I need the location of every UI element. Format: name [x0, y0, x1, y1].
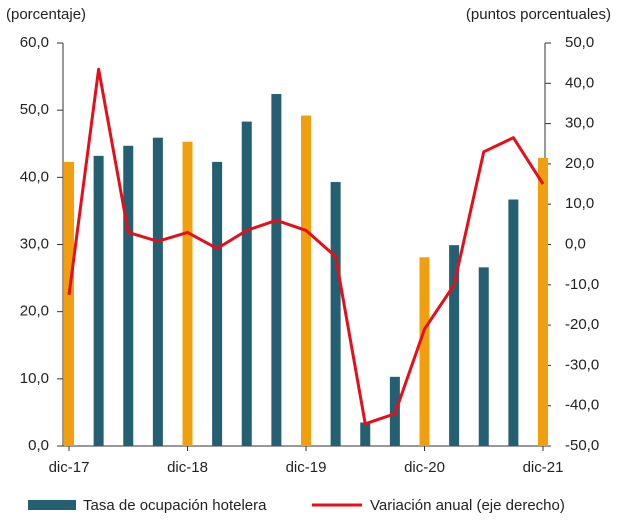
bar	[64, 161, 74, 446]
line	[67, 67, 545, 426]
y-tick-label: 40,0	[20, 168, 49, 185]
bar	[212, 161, 223, 446]
bar	[449, 245, 460, 446]
y2-tick-label: -10,0	[565, 276, 599, 293]
y2-tick-label: 50,0	[565, 34, 594, 51]
x-tick-label: dic-19	[286, 459, 327, 476]
y-tick-label: 60,0	[20, 34, 49, 51]
y2-tick-label: 0,0	[565, 235, 586, 252]
bar	[419, 257, 430, 446]
bar	[182, 141, 193, 447]
legend-label: Tasa de ocupación hotelera	[83, 497, 267, 514]
x-tick-label: dic-20	[404, 459, 445, 476]
y2-tick-label: 40,0	[565, 74, 594, 91]
bar	[152, 137, 163, 446]
y2-tick-label: 10,0	[565, 195, 594, 212]
y-tick-label: 50,0	[20, 101, 49, 118]
legend-label: Variación anual (eje derecho)	[370, 497, 565, 514]
y2-tick-label: 20,0	[565, 155, 594, 172]
y-tick-label: 30,0	[20, 235, 49, 252]
legend-swatch	[28, 500, 76, 510]
bar	[271, 94, 282, 447]
y2-axis-title: (puntos porcentuales)	[466, 6, 611, 23]
bar	[241, 121, 252, 447]
y2-tick-label: -40,0	[565, 397, 599, 414]
y2-tick-label: 30,0	[565, 115, 594, 132]
y2-tick-label: -30,0	[565, 356, 599, 373]
y-tick-label: 0,0	[28, 437, 49, 454]
bar	[508, 199, 519, 446]
bar	[301, 115, 311, 446]
bar	[360, 422, 371, 446]
bar	[123, 145, 134, 446]
x-tick-label: dic-17	[49, 459, 90, 476]
y-axis-title: (porcentaje)	[6, 6, 86, 23]
x-tick-label: dic-21	[523, 459, 564, 476]
y-tick-label: 20,0	[20, 303, 49, 320]
x-tick-label: dic-18	[167, 459, 208, 476]
bar	[330, 182, 341, 446]
y2-tick-label: -20,0	[565, 316, 599, 333]
bar	[93, 155, 104, 446]
bar	[478, 267, 489, 446]
y-tick-label: 10,0	[20, 370, 49, 387]
bar	[538, 157, 548, 447]
y2-tick-label: -50,0	[565, 437, 599, 454]
